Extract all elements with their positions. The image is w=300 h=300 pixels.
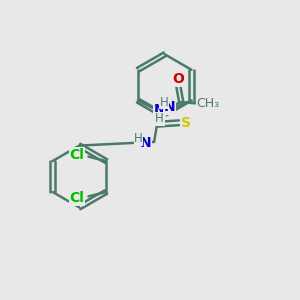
Text: S: S [181, 116, 190, 130]
Text: H: H [134, 133, 143, 146]
Text: Cl: Cl [69, 191, 84, 205]
Text: N: N [140, 136, 152, 150]
Text: O: O [172, 73, 184, 86]
Text: N: N [154, 103, 166, 117]
Text: CH₃: CH₃ [196, 97, 219, 110]
Text: Cl: Cl [69, 148, 84, 162]
Text: H: H [155, 112, 164, 125]
Text: H: H [160, 96, 169, 109]
Text: N: N [164, 100, 176, 115]
